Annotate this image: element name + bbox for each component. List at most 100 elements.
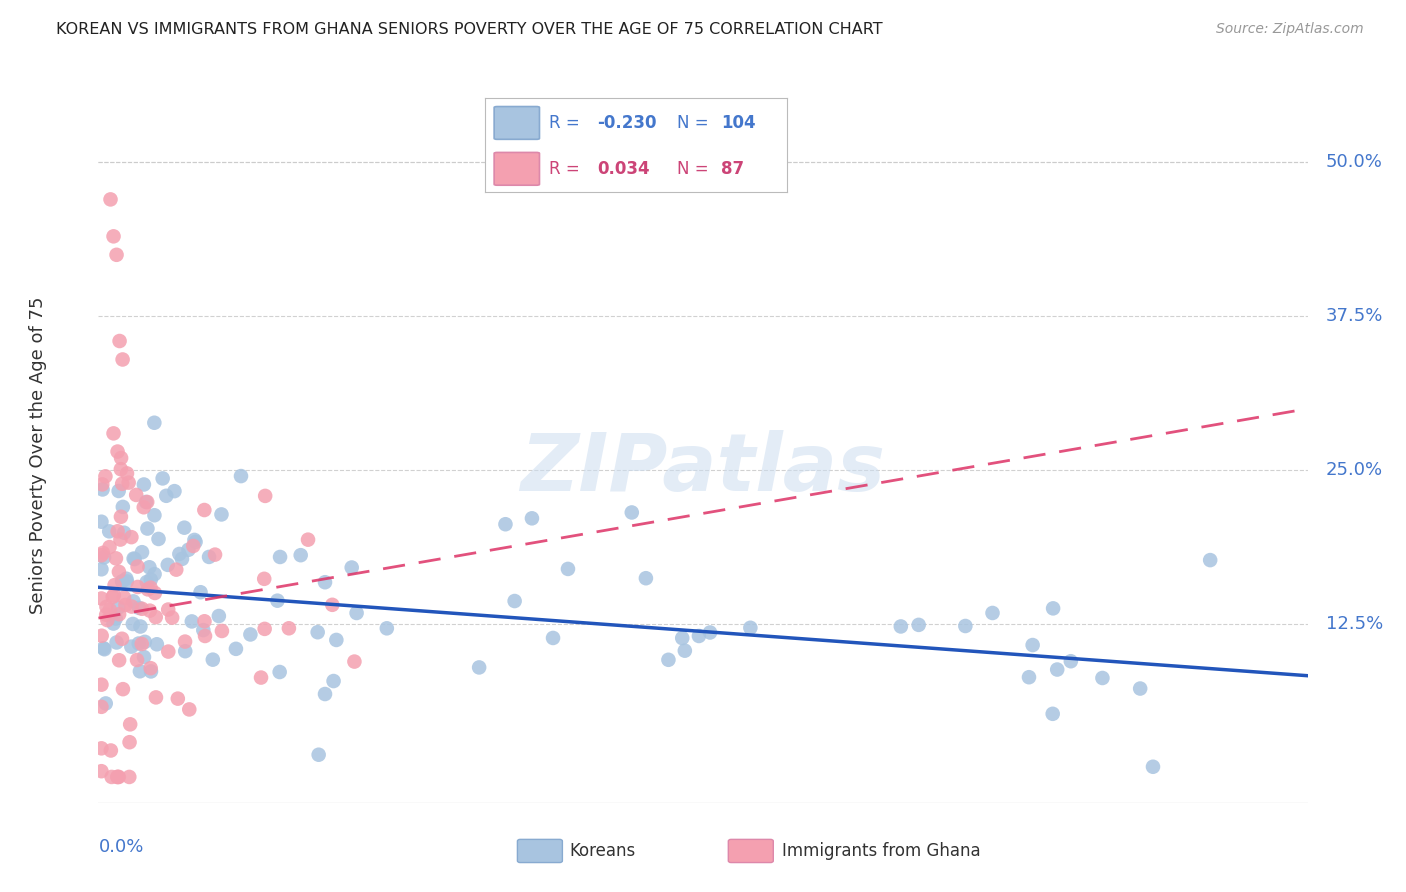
Point [184,534,207,549]
Point [90,562,112,576]
Point [105,770,128,784]
Point [107,600,129,615]
Point [98,603,121,617]
Point [250,671,273,685]
Point [179,702,201,716]
Point [180,615,202,629]
Point [1018,670,1040,684]
Point [152,471,174,485]
Point [699,625,721,640]
Point [121,617,143,632]
Text: 37.5%: 37.5% [1326,308,1384,326]
Point [208,609,231,624]
Point [110,509,132,524]
Point [1142,760,1164,774]
Text: -0.230: -0.230 [598,114,657,132]
Point [322,673,344,688]
Point [122,594,145,608]
Point [105,635,128,649]
Point [143,508,166,523]
Text: R =: R = [548,160,589,178]
Point [136,522,159,536]
Text: Seniors Poverty Over the Age of 75: Seniors Poverty Over the Age of 75 [30,296,46,614]
Point [115,574,138,589]
Point [131,545,153,559]
Point [193,623,215,637]
Point [139,604,162,618]
Point [90,515,112,529]
Point [104,611,127,625]
Point [468,660,491,674]
Point [134,635,156,649]
Point [254,489,277,503]
Point [1060,654,1083,668]
Point [111,352,134,367]
Text: 12.5%: 12.5% [1326,615,1384,633]
Point [277,621,299,635]
Point [308,747,330,762]
Point [120,530,142,544]
Point [266,593,288,607]
Point [211,508,233,522]
Point [118,475,141,490]
Point [193,614,215,628]
Text: 25.0%: 25.0% [1326,461,1384,479]
Point [269,549,291,564]
Point [107,444,129,458]
Point [108,653,131,667]
Point [139,581,162,595]
Text: 0.0%: 0.0% [98,838,143,855]
Point [115,572,138,586]
Point [173,521,195,535]
Point [157,602,180,616]
Point [125,653,148,667]
Point [128,665,150,679]
Point [148,532,170,546]
Point [253,572,276,586]
Point [740,621,762,635]
Point [111,574,134,589]
Point [981,606,1004,620]
Point [671,631,693,645]
Point [120,640,142,654]
Point [145,690,167,705]
Point [98,540,121,554]
Point [135,575,157,590]
Point [157,644,180,658]
Point [146,637,169,651]
Point [156,558,179,572]
Point [105,248,128,262]
Text: KOREAN VS IMMIGRANTS FROM GHANA SENIORS POVERTY OVER THE AGE OF 75 CORRELATION C: KOREAN VS IMMIGRANTS FROM GHANA SENIORS … [56,22,883,37]
FancyBboxPatch shape [494,106,540,139]
Point [101,590,124,604]
Text: Koreans: Koreans [569,842,636,860]
Text: Source: ZipAtlas.com: Source: ZipAtlas.com [1216,22,1364,37]
Point [108,565,131,579]
Point [108,334,131,348]
Point [103,426,125,441]
Point [290,548,312,562]
Point [1042,706,1064,721]
Point [135,495,157,509]
Point [225,641,247,656]
Point [1129,681,1152,696]
Point [340,560,363,574]
Point [253,622,276,636]
Point [174,644,197,658]
Point [98,524,121,539]
Point [90,678,112,692]
Point [143,586,166,600]
Text: 0.034: 0.034 [598,160,650,178]
Point [94,469,117,483]
Point [198,549,221,564]
Point [343,655,366,669]
Point [112,525,135,540]
Point [139,665,162,679]
Point [110,462,132,476]
Text: R =: R = [548,114,585,132]
Point [269,665,291,679]
Point [321,598,343,612]
Point [96,599,118,614]
Point [174,634,197,648]
Text: ZIPatlas: ZIPatlas [520,430,886,508]
